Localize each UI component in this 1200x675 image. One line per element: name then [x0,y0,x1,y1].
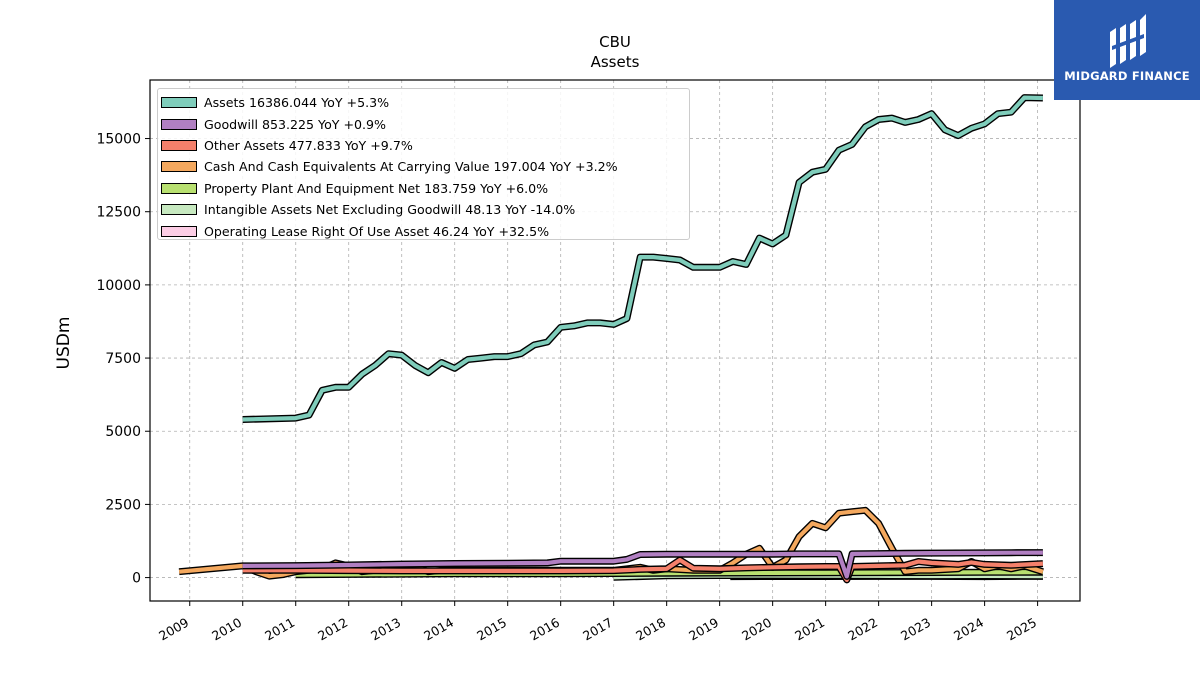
x-tick-label: 2015 [474,615,509,644]
series-line-assets [242,95,1043,422]
y-axis-label: USDm [54,317,74,370]
chart-legend: Assets 16386.044 YoY +5.3% Goodwill 853.2… [157,88,690,240]
y-tick-label: 15000 [96,132,141,148]
x-tick-label: 2018 [633,615,668,644]
legend-label: Operating Lease Right Of Use Asset 46.24… [204,223,550,239]
legend-label: Other Assets 477.833 YoY +9.7% [204,137,413,153]
legend-swatch [161,225,197,237]
legend-label: Cash And Cash Equivalents At Carrying Va… [204,159,618,175]
legend-swatch [161,139,197,151]
x-tick-label: 2024 [951,615,986,644]
x-tick-label: 2012 [315,615,350,644]
y-tick-label: 2500 [105,497,141,513]
legend-item: Property Plant And Equipment Net 183.759… [158,178,689,199]
legend-swatch [161,161,197,173]
x-tick-label: 2025 [1004,615,1039,644]
legend-swatch [161,97,197,109]
series-layer [178,94,1044,584]
chart-title: CBU [599,33,631,51]
x-axis: 2009 2010 2011 2012 2013 2014 2015 2016 2017 2018… [156,601,1039,644]
series-line-goodwill [242,550,1043,579]
x-tick-label: 2010 [209,615,244,644]
legend-swatch [161,204,197,216]
logo-mark-icon [1110,14,1146,68]
legend-item: Other Assets 477.833 YoY +9.7% [158,135,689,156]
x-tick-label: 2009 [156,615,191,644]
y-tick-label: 0 [132,571,141,587]
x-tick-label: 2011 [262,615,297,644]
legend-item: Goodwill 853.225 YoY +0.9% [158,113,689,134]
y-axis: 0 2500 5000 7500 10000 12500 15000 [96,132,150,587]
legend-item: Assets 16386.044 YoY +5.3% [158,92,689,113]
x-tick-label: 2019 [686,615,721,644]
x-tick-label: 2022 [845,615,880,644]
legend-item: Cash And Cash Equivalents At Carrying Va… [158,156,689,177]
legend-item: Intangible Assets Net Excluding Goodwill… [158,199,689,220]
legend-label: Property Plant And Equipment Net 183.759… [204,180,549,196]
x-tick-label: 2017 [580,615,615,644]
x-tick-label: 2016 [527,615,562,644]
series-line-other-assets [242,557,1044,583]
legend-label: Assets 16386.044 YoY +5.3% [204,95,390,111]
y-tick-label: 12500 [96,205,141,221]
chart-subtitle: Assets [591,53,640,71]
y-tick-label: 7500 [105,351,141,367]
x-tick-label: 2023 [898,615,933,644]
y-tick-label: 10000 [96,278,141,294]
x-tick-label: 2020 [739,615,774,644]
y-tick-label: 5000 [105,424,141,440]
legend-swatch [161,118,197,130]
plot-frame [149,79,1081,602]
legend-label: Intangible Assets Net Excluding Goodwill… [204,202,576,218]
x-tick-label: 2014 [421,615,456,644]
logo-text: MIDGARD FINANCE [1064,69,1190,83]
x-tick-label: 2013 [368,615,403,644]
legend-label: Goodwill 853.225 YoY +0.9% [204,116,387,132]
midgard-finance-logo: MIDGARD FINANCE [1054,0,1200,100]
x-tick-label: 2021 [792,615,827,644]
legend-swatch [161,182,197,194]
legend-item: Operating Lease Right Of Use Asset 46.24… [158,220,689,241]
